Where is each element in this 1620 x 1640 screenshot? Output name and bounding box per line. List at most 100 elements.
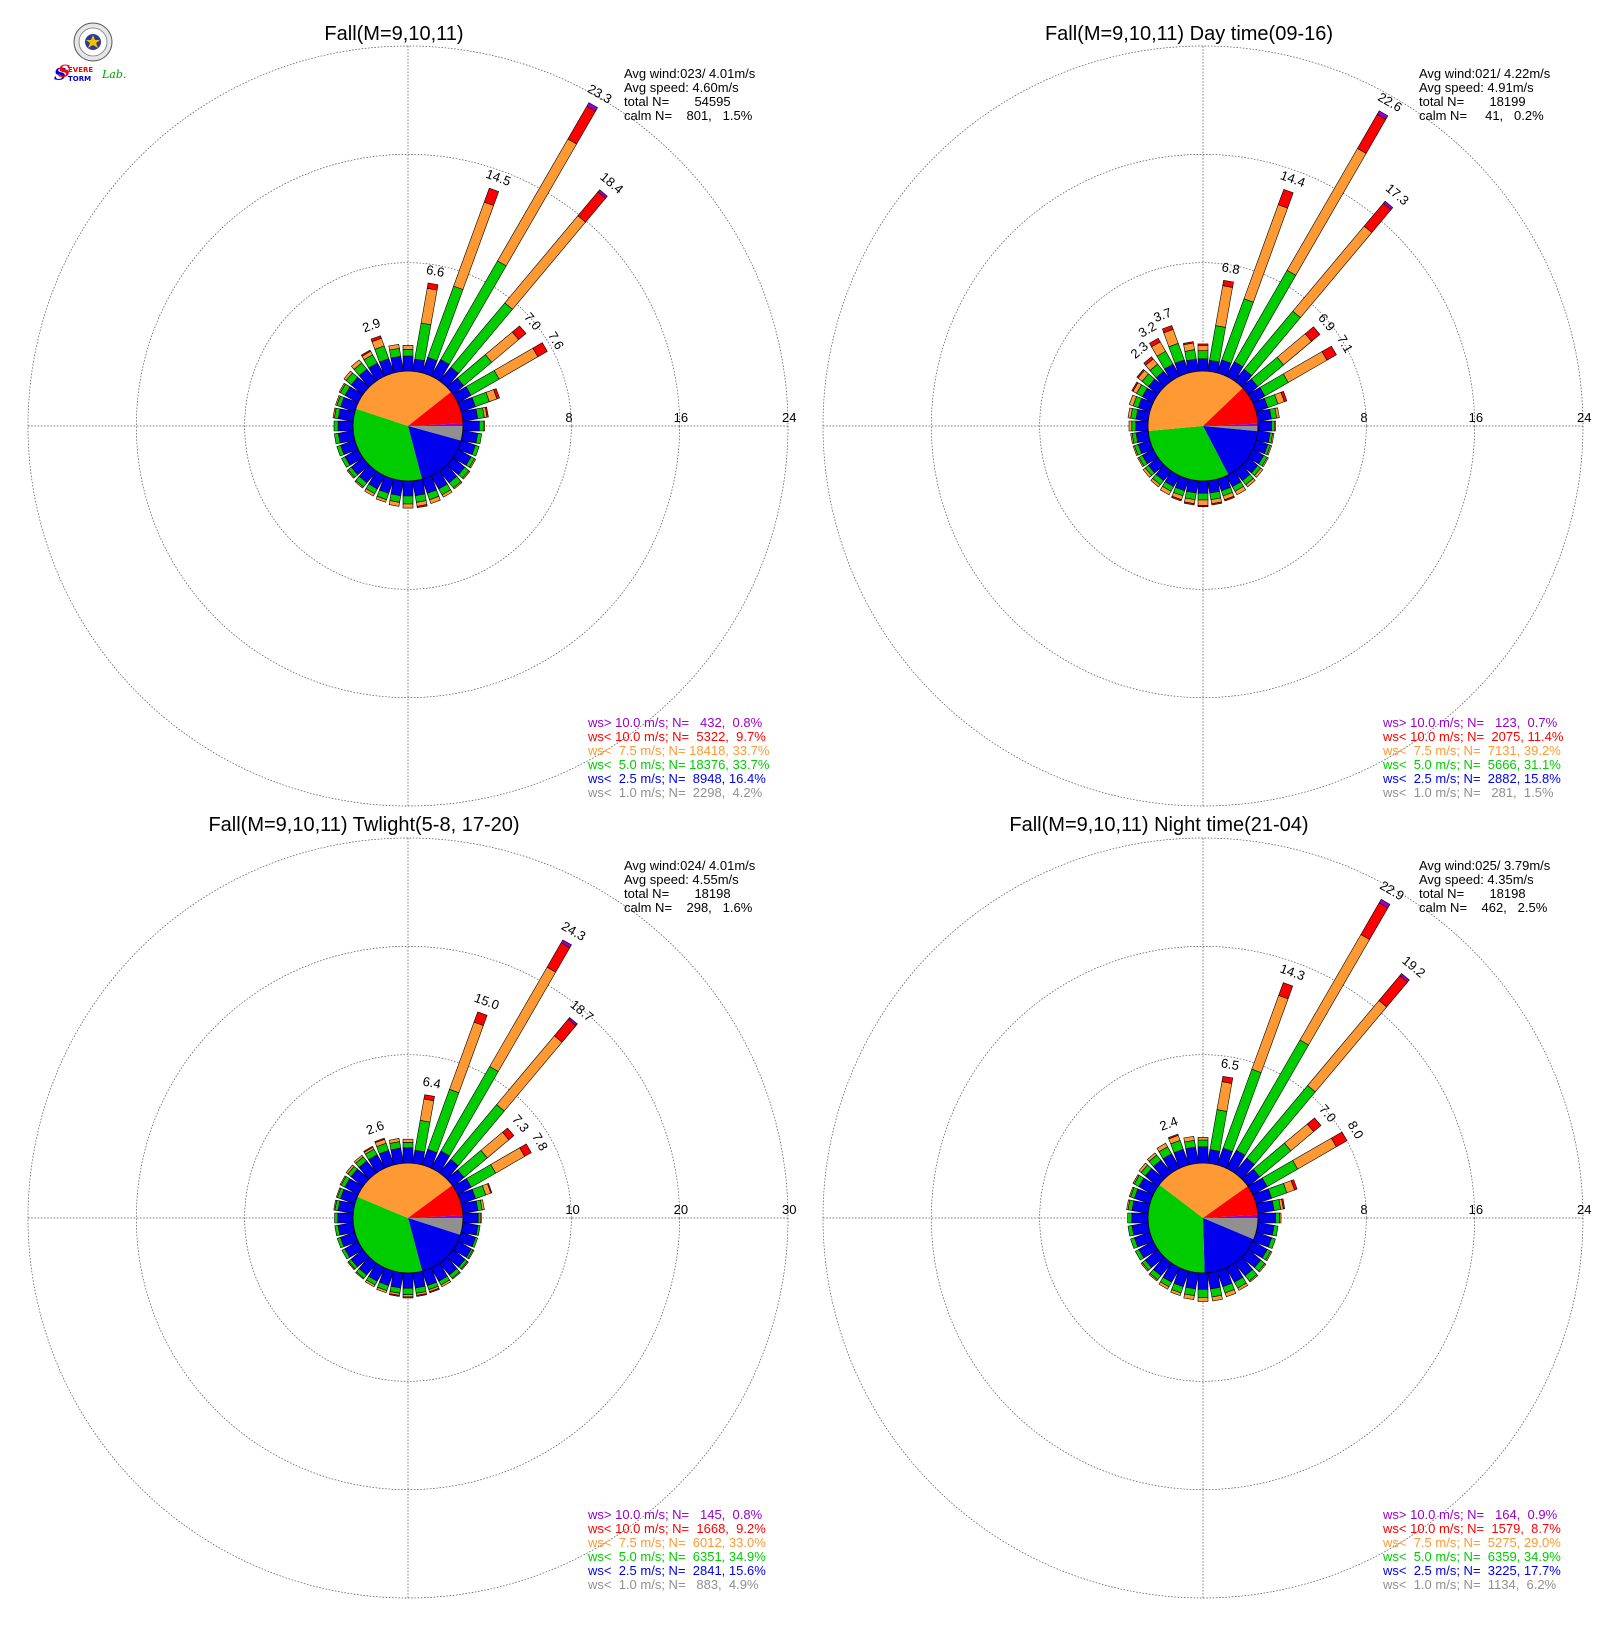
bar-segment: [1183, 501, 1195, 506]
direction-bar-10: [1207, 279, 1234, 374]
bar-segment: [1143, 356, 1154, 366]
bar-total-label: 7.6: [545, 329, 567, 352]
legend-entry: ws< 2.5 m/s; N= 8948, 16.4%: [587, 771, 766, 786]
direction-bar-340: [1168, 1133, 1190, 1169]
direction-bar-90: [462, 420, 486, 432]
bar-segment: [1197, 1297, 1209, 1302]
direction-bar-200: [375, 475, 395, 503]
bar-segment: [1197, 480, 1209, 494]
direction-bar-90: [462, 1212, 482, 1224]
direction-bar-160: [1216, 1267, 1237, 1298]
direction-bar-290: [335, 395, 359, 413]
direction-bar-290: [1128, 394, 1154, 413]
bar-segment: [429, 1287, 440, 1294]
bar-segment: [1378, 898, 1391, 909]
ring-2: [135, 153, 681, 699]
direction-bar-50: [446, 1127, 515, 1187]
pie-slice: [1159, 1163, 1248, 1218]
direction-bar-270: [1128, 420, 1149, 432]
bar-segment: [1279, 1212, 1282, 1224]
bar-segment: [1183, 1293, 1195, 1301]
bar-total-label: 14.4: [1279, 167, 1308, 190]
bar-segment: [1197, 1139, 1209, 1148]
stat-line: Avg wind:025/ 3.79m/s: [1419, 858, 1551, 873]
direction-bar-230: [346, 457, 370, 479]
bar-segment: [567, 1017, 578, 1027]
bar-segment: [370, 335, 382, 343]
bar-segment: [1197, 343, 1209, 346]
bar-segment: [1186, 358, 1199, 374]
direction-bar-350: [388, 343, 404, 374]
bar-segment: [1132, 1174, 1140, 1185]
seal-icon: [73, 22, 113, 62]
direction-bar-280: [333, 1199, 356, 1214]
logo-initial: S: [54, 65, 66, 84]
bar-segment: [1156, 1142, 1169, 1153]
direction-bar-260: [334, 1222, 356, 1237]
bar-segment: [1304, 326, 1321, 342]
bar-segment: [484, 406, 489, 418]
bar-segment: [416, 1293, 427, 1297]
pie-slice: [408, 1218, 461, 1272]
bar-segment: [532, 342, 548, 358]
bar-segment: [337, 430, 356, 444]
bar-segment: [597, 189, 608, 199]
pie-slice: [1203, 423, 1258, 426]
bar-segment: [1127, 1212, 1133, 1224]
bar-segment: [1197, 1272, 1209, 1290]
pie-outline: [1147, 370, 1259, 482]
direction-bar-340: [1162, 325, 1190, 377]
bar-segment: [1258, 1263, 1267, 1273]
direction-bar-70: [1252, 1179, 1298, 1205]
direction-bar-230: [1140, 1249, 1165, 1272]
ring-tick-label: 30: [782, 1202, 796, 1217]
bar-total-label: 2.9: [360, 315, 382, 335]
bar-segment: [441, 489, 453, 498]
bar-segment: [479, 1212, 482, 1224]
direction-bar-70: [457, 1183, 493, 1205]
bar-segment: [1211, 1294, 1223, 1302]
direction-bar-170: [412, 1270, 427, 1297]
ring-tick-label: 16: [1469, 410, 1483, 425]
legend-entry: ws> 10.0 m/s; N= 123, 0.7%: [1382, 715, 1558, 730]
direction-bar-210: [1159, 470, 1181, 496]
bar-segment: [1255, 408, 1272, 422]
direction-bar-230: [347, 1249, 370, 1271]
ring-tick-label: 16: [1469, 1202, 1483, 1217]
direction-bar-40: [1234, 200, 1394, 388]
direction-bar-190: [1183, 1270, 1199, 1301]
direction-bar-320: [1143, 356, 1172, 388]
bar-segment: [402, 355, 414, 372]
bar-segment: [560, 939, 572, 949]
legend-entry: ws< 1.0 m/s; N= 1134, 6.2%: [1382, 1577, 1557, 1592]
bar-segment: [484, 331, 520, 363]
bar-segment: [1270, 432, 1275, 444]
bar-segment: [420, 287, 438, 326]
bar-segment: [343, 370, 353, 381]
bar-segment: [341, 1248, 351, 1260]
ring-tick-label: 24: [782, 410, 796, 425]
bar-segment: [1253, 467, 1264, 478]
pie-outline: [352, 370, 464, 482]
bar-segment: [1277, 189, 1294, 209]
direction-bar-360: [1197, 1137, 1209, 1164]
ring-tick-label: 8: [1360, 1202, 1367, 1217]
direction-bar-220: [354, 464, 377, 489]
direction-bar-10: [412, 1094, 435, 1166]
panel-title: Fall(M=9,10,11): [324, 23, 463, 45]
bar-segment: [1131, 420, 1137, 432]
bar-segment: [451, 1271, 461, 1280]
bar-segment: [453, 481, 463, 490]
direction-bar-70: [1252, 391, 1288, 413]
panel-title: Fall(M=9,10,11) Night time(21-04): [1009, 814, 1308, 836]
bar-segment: [477, 1212, 481, 1224]
bar-segment: [390, 1147, 404, 1166]
severe-storm-lab-logo: S S EVERE TORM Lab.: [54, 22, 126, 84]
bar-segment: [341, 456, 351, 468]
direction-bar-40: [1234, 973, 1410, 1180]
pie-slice: [1203, 426, 1259, 432]
direction-bar-330: [1156, 1142, 1181, 1174]
bar-segment: [586, 102, 599, 112]
bar-segment: [1170, 1289, 1182, 1296]
